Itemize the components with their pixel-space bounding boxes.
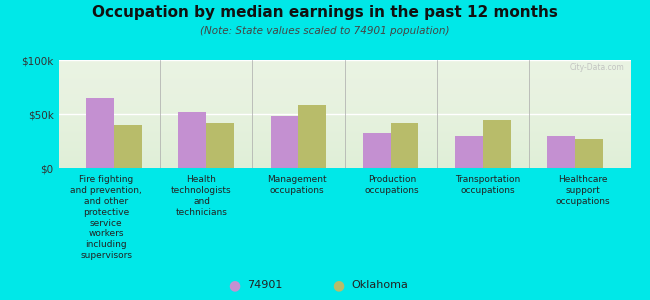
Bar bbox=[270, 116, 298, 168]
Bar bbox=[455, 136, 483, 168]
Text: (Note: State values scaled to 74901 population): (Note: State values scaled to 74901 popu… bbox=[200, 26, 450, 35]
Text: 74901: 74901 bbox=[247, 280, 282, 290]
Text: Oklahoma: Oklahoma bbox=[351, 280, 408, 290]
Bar bbox=[547, 136, 575, 168]
Text: Fire fighting
and prevention,
and other
protective
service
workers
including
sup: Fire fighting and prevention, and other … bbox=[70, 176, 142, 260]
Bar bbox=[206, 123, 234, 168]
Text: Healthcare
support
occupations: Healthcare support occupations bbox=[556, 176, 610, 206]
Text: City-Data.com: City-Data.com bbox=[570, 63, 625, 72]
Bar bbox=[114, 125, 142, 168]
Bar bbox=[179, 112, 206, 168]
Text: Health
technologists
and
technicians: Health technologists and technicians bbox=[171, 176, 232, 217]
Bar bbox=[298, 105, 326, 168]
Text: ●: ● bbox=[332, 278, 344, 292]
Text: ●: ● bbox=[228, 278, 240, 292]
Bar bbox=[575, 139, 603, 168]
Text: Transportation
occupations: Transportation occupations bbox=[455, 176, 520, 195]
Bar bbox=[363, 134, 391, 168]
Bar bbox=[483, 121, 510, 168]
Text: Management
occupations: Management occupations bbox=[267, 176, 327, 195]
Bar bbox=[86, 98, 114, 168]
Text: Occupation by median earnings in the past 12 months: Occupation by median earnings in the pas… bbox=[92, 4, 558, 20]
Bar bbox=[391, 123, 419, 168]
Text: Production
occupations: Production occupations bbox=[365, 176, 419, 195]
